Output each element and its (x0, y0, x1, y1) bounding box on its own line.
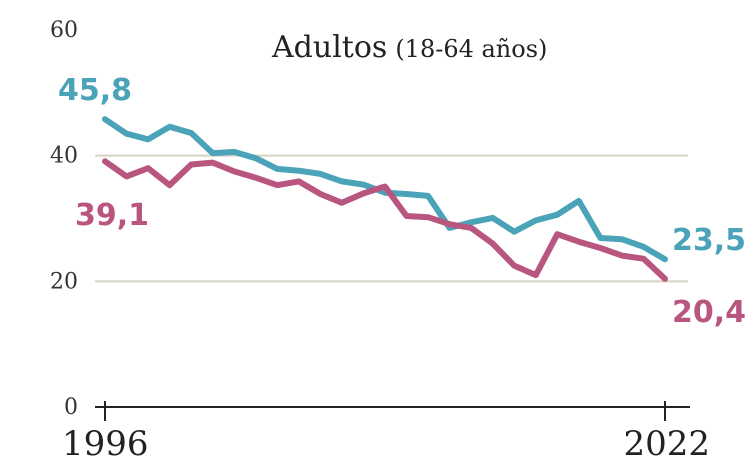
start-label-series-1: 45,8 (58, 73, 132, 108)
labels: 45,8 39,1 23,5 20,4 (58, 73, 746, 330)
series-line-1 (102, 116, 668, 263)
y-tick-label-20: 20 (50, 269, 78, 294)
chart-title: Adultos (18-64 años) (271, 30, 547, 65)
end-label-series-1: 23,5 (672, 223, 746, 258)
grid-lines (95, 154, 688, 283)
y-tick-label-40: 40 (50, 144, 78, 169)
y-tick-label-0: 0 (64, 395, 78, 420)
series-lines (102, 116, 668, 282)
series-line-2 (102, 158, 668, 282)
chart-subtitle: (18-64 años) (395, 35, 547, 63)
axes: 0 20 40 60 1996 2022 (50, 18, 710, 464)
start-label-series-2: 39,1 (75, 198, 149, 233)
x-tick-label-2022: 2022 (623, 424, 710, 464)
end-label-series-2: 20,4 (672, 295, 746, 330)
y-tick-label-60: 60 (50, 18, 78, 43)
chart-title-main: Adultos (271, 30, 387, 65)
x-tick-label-1996: 1996 (62, 424, 149, 464)
